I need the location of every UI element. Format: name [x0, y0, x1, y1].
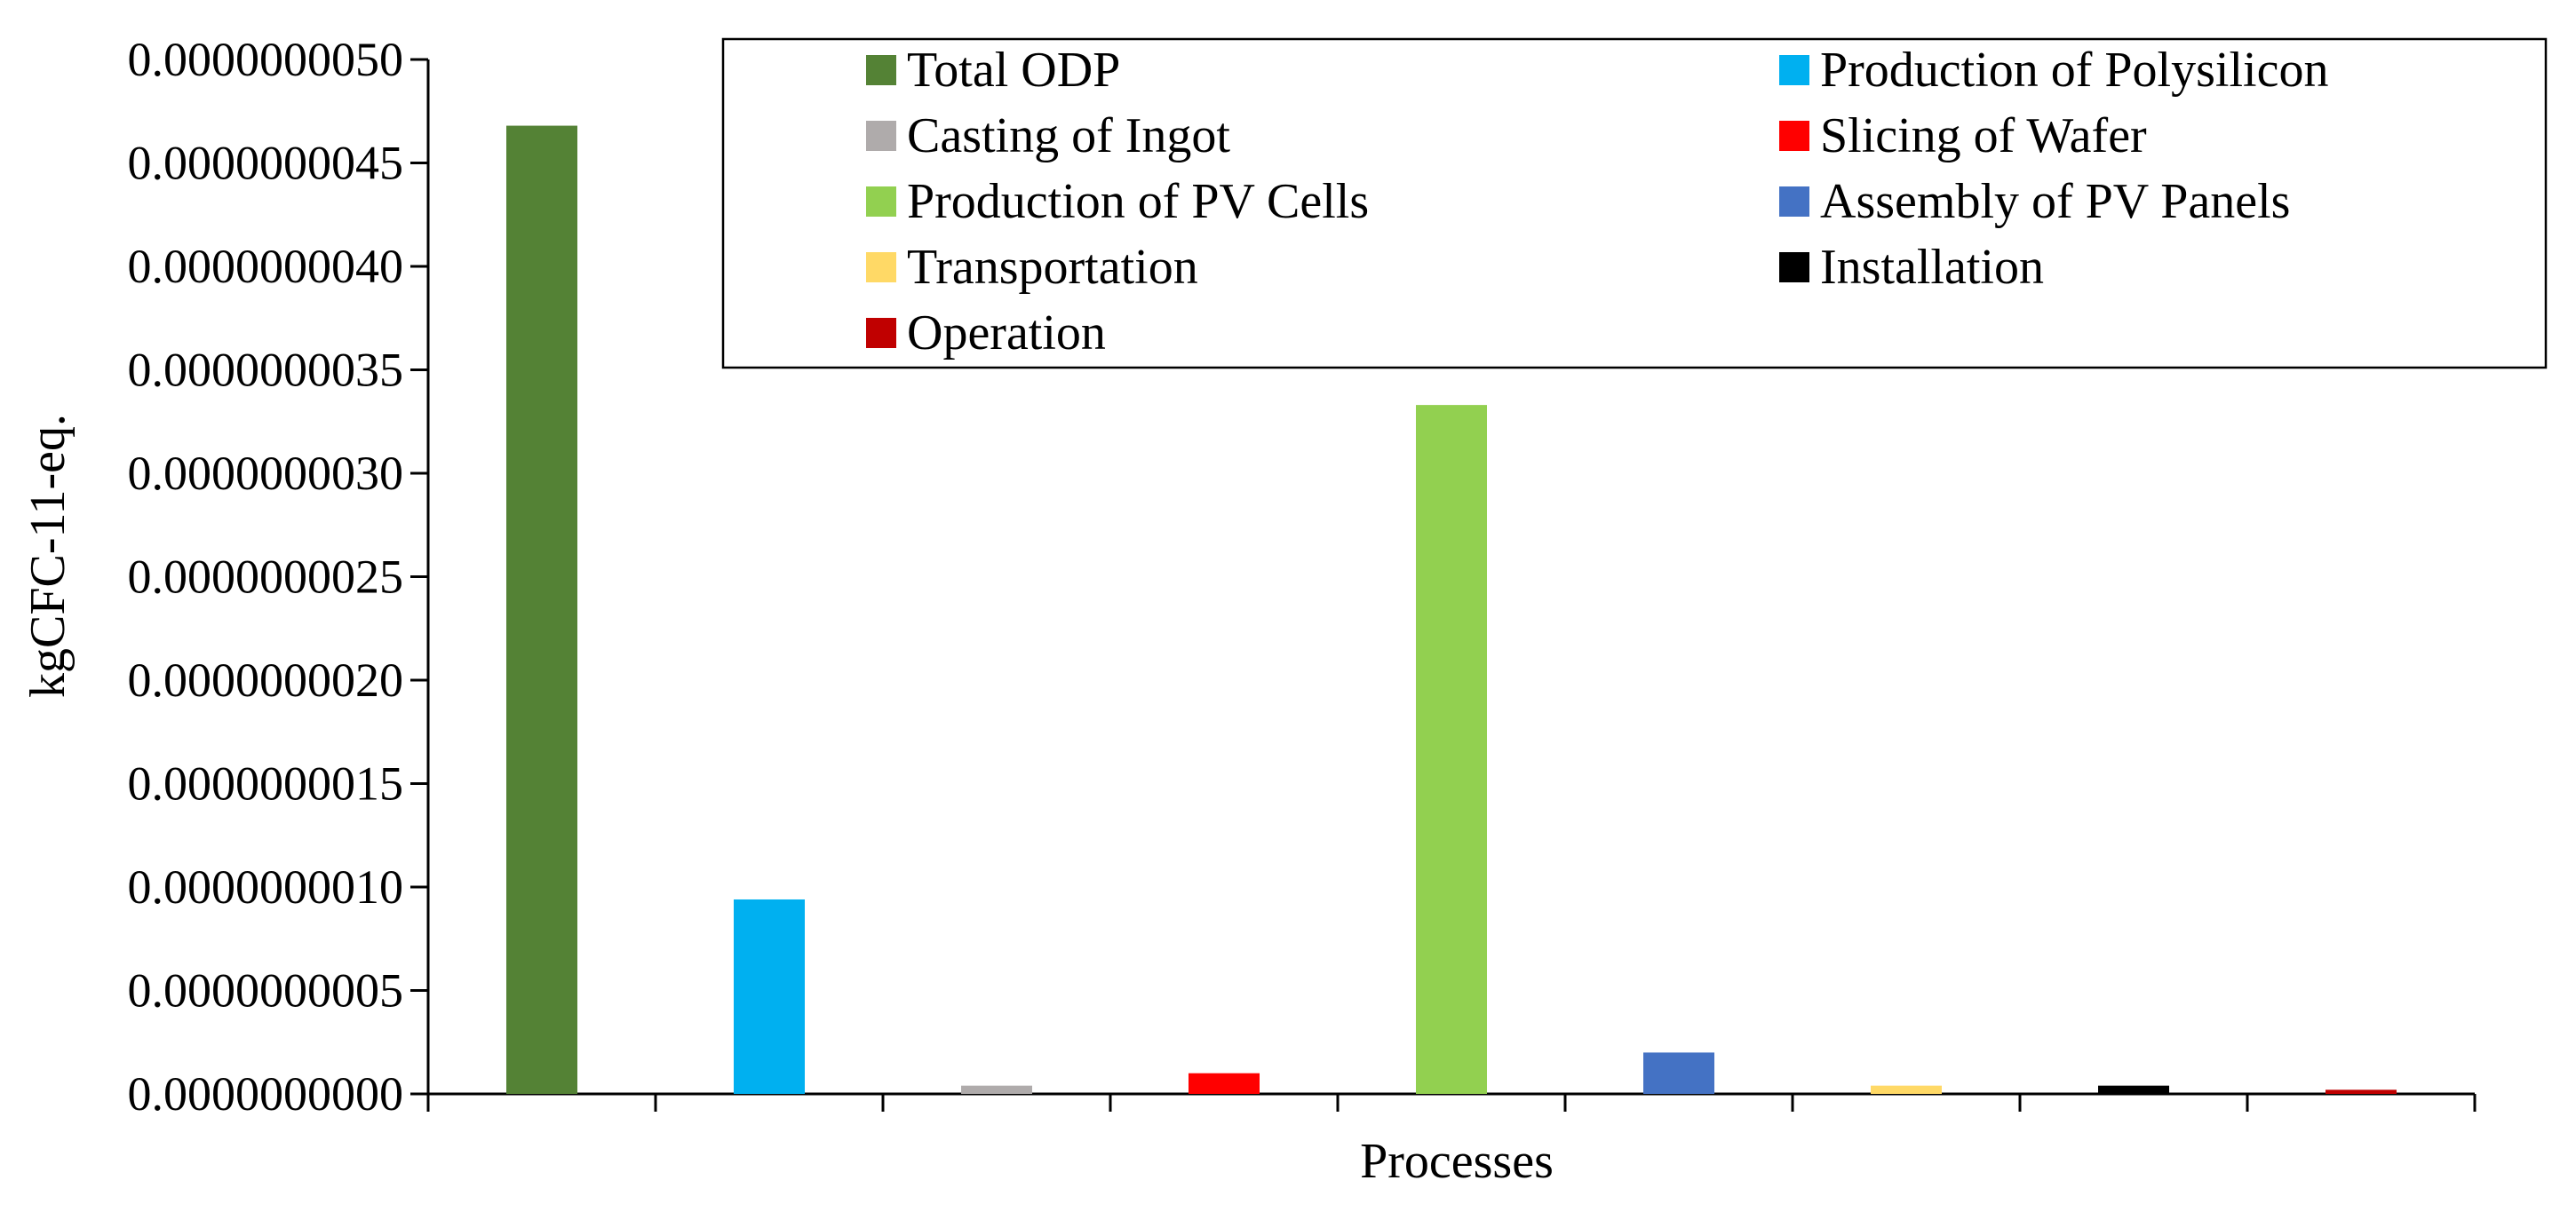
y-tick-label: 0.0000000050 [128, 33, 404, 86]
legend-swatch-production-of-polysilicon [1779, 55, 1809, 85]
legend-swatch-casting-of-ingot [866, 121, 896, 151]
legend-label-total-odp: Total ODP [907, 43, 1120, 98]
bar-total-odp [506, 125, 577, 1094]
y-axis-title: kgCFC-11-eq. [20, 414, 76, 698]
y-tick-label: 0.0000000030 [128, 447, 404, 500]
y-tick-label: 0.0000000040 [128, 240, 404, 293]
x-axis-title: Processes [1360, 1134, 1554, 1189]
y-tick-label: 0.0000000010 [128, 860, 404, 914]
y-tick-label: 0.0000000025 [128, 551, 404, 604]
legend-label-slicing-of-wafer: Slicing of Wafer [1820, 108, 2147, 163]
y-tick-label: 0.0000000005 [128, 964, 404, 1018]
y-tick-label: 0.0000000015 [128, 757, 404, 811]
legend-box [721, 37, 2548, 369]
legend-swatch-assembly-of-pv-panels [1779, 186, 1809, 217]
bar-casting-of-ingot [961, 1085, 1032, 1094]
legend-label-casting-of-ingot: Casting of Ingot [907, 108, 1230, 163]
bar-installation [2098, 1085, 2169, 1094]
bar-assembly-of-pv-panels [1643, 1052, 1714, 1094]
legend-swatch-operation [866, 318, 896, 348]
y-tick-label: 0.0000000045 [128, 137, 404, 190]
bar-slicing-of-wafer [1189, 1073, 1260, 1094]
bar-operation [2326, 1089, 2397, 1094]
y-tick-label: 0.0000000020 [128, 654, 404, 707]
x-axis [426, 1092, 2477, 1112]
legend-label-assembly-of-pv-panels: Assembly of PV Panels [1820, 174, 2290, 229]
legend-label-operation: Operation [907, 305, 1106, 360]
bar-production-of-polysilicon [734, 899, 805, 1094]
legend-swatch-slicing-of-wafer [1779, 121, 1809, 151]
legend-label-production-of-pv-cells: Production of PV Cells [907, 174, 1369, 229]
bar-transportation [1871, 1085, 1942, 1094]
y-tick-label: 0.0000000035 [128, 344, 404, 397]
legend-swatch-total-odp [866, 55, 896, 85]
bars [506, 125, 2397, 1094]
bar-production-of-pv-cells [1416, 405, 1487, 1094]
legend-label-installation: Installation [1820, 240, 2044, 295]
legend-swatch-production-of-pv-cells [866, 186, 896, 217]
legend-swatch-transportation [866, 252, 896, 282]
legend: Total ODP Production of Polysilicon Castin… [721, 37, 2548, 369]
legend-label-transportation: Transportation [907, 240, 1198, 295]
y-tick-label: 0.0000000000 [128, 1067, 404, 1121]
y-axis: 0.0000000000 0.0000000005 0.0000000010 0.00… [128, 33, 430, 1121]
legend-label-production-of-polysilicon: Production of Polysilicon [1820, 43, 2328, 98]
legend-swatch-installation [1779, 252, 1809, 282]
